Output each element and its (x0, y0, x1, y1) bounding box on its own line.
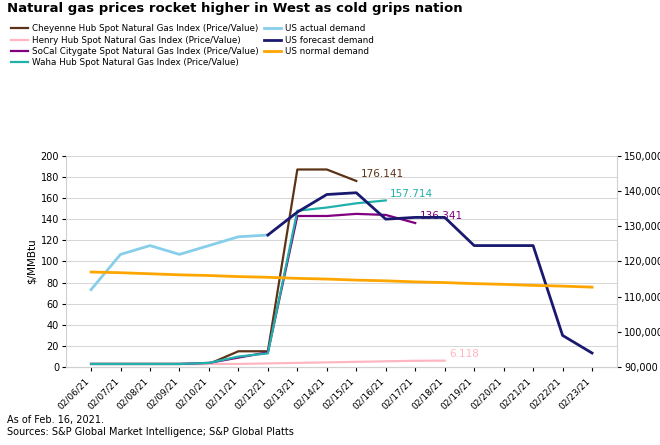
US forecast demand (529, 243, 537, 248)
Waha Hub Spot Natural Gas Index (Price/Value) (234, 354, 242, 359)
US normal demand (146, 271, 154, 276)
Waha Hub Spot Natural Gas Index (Price/Value) (117, 361, 125, 367)
Henry Hub Spot Natural Gas Index (Price/Value) (323, 360, 331, 365)
SoCal Citygate Spot Natural Gas Index (Price/Value) (176, 361, 183, 367)
SoCal Citygate Spot Natural Gas Index (Price/Value) (294, 213, 302, 218)
Waha Hub Spot Natural Gas Index (Price/Value) (381, 198, 389, 203)
SoCal Citygate Spot Natural Gas Index (Price/Value) (146, 361, 154, 367)
US normal demand (500, 282, 508, 287)
Line: US actual demand: US actual demand (91, 235, 268, 290)
US actual demand (176, 252, 183, 257)
US forecast demand (294, 210, 302, 215)
Henry Hub Spot Natural Gas Index (Price/Value) (411, 358, 419, 364)
Text: Sources: S&P Global Market Intelligence; S&P Global Platts: Sources: S&P Global Market Intelligence;… (7, 427, 294, 437)
US normal demand (294, 275, 302, 281)
SoCal Citygate Spot Natural Gas Index (Price/Value) (117, 361, 125, 367)
US normal demand (411, 279, 419, 284)
US normal demand (205, 273, 213, 278)
US normal demand (381, 278, 389, 283)
Line: US normal demand: US normal demand (91, 272, 592, 287)
Text: As of Feb. 16, 2021.: As of Feb. 16, 2021. (7, 415, 104, 425)
Text: 6.118: 6.118 (449, 349, 479, 359)
Henry Hub Spot Natural Gas Index (Price/Value) (205, 361, 213, 367)
Henry Hub Spot Natural Gas Index (Price/Value) (176, 361, 183, 367)
SoCal Citygate Spot Natural Gas Index (Price/Value) (411, 220, 419, 226)
Cheyenne Hub Spot Natural Gas Index (Price/Value) (205, 361, 213, 367)
Line: SoCal Citygate Spot Natural Gas Index (Price/Value): SoCal Citygate Spot Natural Gas Index (P… (91, 214, 415, 364)
Henry Hub Spot Natural Gas Index (Price/Value) (352, 359, 360, 364)
Text: Natural gas prices rocket higher in West as cold grips nation: Natural gas prices rocket higher in West… (7, 2, 462, 15)
SoCal Citygate Spot Natural Gas Index (Price/Value) (352, 211, 360, 217)
Cheyenne Hub Spot Natural Gas Index (Price/Value) (264, 348, 272, 354)
Text: 157.714: 157.714 (390, 189, 434, 199)
Henry Hub Spot Natural Gas Index (Price/Value) (381, 359, 389, 364)
Henry Hub Spot Natural Gas Index (Price/Value) (117, 361, 125, 367)
Text: 136.341: 136.341 (420, 211, 463, 222)
US normal demand (117, 270, 125, 275)
US normal demand (234, 274, 242, 279)
US forecast demand (441, 215, 449, 220)
Henry Hub Spot Natural Gas Index (Price/Value) (441, 358, 449, 363)
US normal demand (176, 272, 183, 278)
US normal demand (470, 281, 478, 286)
US forecast demand (588, 350, 596, 356)
Line: US forecast demand: US forecast demand (268, 193, 592, 353)
Waha Hub Spot Natural Gas Index (Price/Value) (323, 205, 331, 210)
SoCal Citygate Spot Natural Gas Index (Price/Value) (205, 360, 213, 365)
Henry Hub Spot Natural Gas Index (Price/Value) (264, 361, 272, 366)
US normal demand (441, 280, 449, 285)
US forecast demand (323, 192, 331, 197)
SoCal Citygate Spot Natural Gas Index (Price/Value) (381, 212, 389, 218)
SoCal Citygate Spot Natural Gas Index (Price/Value) (264, 350, 272, 355)
Cheyenne Hub Spot Natural Gas Index (Price/Value) (87, 361, 95, 367)
US normal demand (529, 283, 537, 288)
US actual demand (264, 232, 272, 238)
SoCal Citygate Spot Natural Gas Index (Price/Value) (323, 213, 331, 218)
US normal demand (588, 284, 596, 290)
Waha Hub Spot Natural Gas Index (Price/Value) (294, 208, 302, 214)
Cheyenne Hub Spot Natural Gas Index (Price/Value) (323, 167, 331, 172)
Henry Hub Spot Natural Gas Index (Price/Value) (87, 361, 95, 367)
US forecast demand (411, 215, 419, 220)
Waha Hub Spot Natural Gas Index (Price/Value) (176, 361, 183, 367)
US normal demand (87, 269, 95, 275)
US actual demand (146, 243, 154, 248)
US normal demand (323, 276, 331, 282)
Waha Hub Spot Natural Gas Index (Price/Value) (205, 360, 213, 365)
US actual demand (117, 252, 125, 257)
US normal demand (558, 283, 566, 289)
Henry Hub Spot Natural Gas Index (Price/Value) (294, 360, 302, 365)
US forecast demand (500, 243, 508, 248)
US forecast demand (264, 232, 272, 238)
Cheyenne Hub Spot Natural Gas Index (Price/Value) (117, 361, 125, 367)
US actual demand (205, 243, 213, 248)
Waha Hub Spot Natural Gas Index (Price/Value) (264, 351, 272, 356)
Y-axis label: $/MMBtu: $/MMBtu (26, 239, 36, 284)
US actual demand (87, 287, 95, 292)
Waha Hub Spot Natural Gas Index (Price/Value) (146, 361, 154, 367)
US normal demand (352, 277, 360, 283)
Henry Hub Spot Natural Gas Index (Price/Value) (234, 361, 242, 367)
Line: Henry Hub Spot Natural Gas Index (Price/Value): Henry Hub Spot Natural Gas Index (Price/… (91, 360, 445, 364)
SoCal Citygate Spot Natural Gas Index (Price/Value) (234, 355, 242, 360)
US forecast demand (381, 216, 389, 222)
SoCal Citygate Spot Natural Gas Index (Price/Value) (87, 361, 95, 367)
Cheyenne Hub Spot Natural Gas Index (Price/Value) (146, 361, 154, 367)
Cheyenne Hub Spot Natural Gas Index (Price/Value) (294, 167, 302, 172)
Line: Cheyenne Hub Spot Natural Gas Index (Price/Value): Cheyenne Hub Spot Natural Gas Index (Pri… (91, 170, 356, 364)
Cheyenne Hub Spot Natural Gas Index (Price/Value) (176, 361, 183, 367)
Waha Hub Spot Natural Gas Index (Price/Value) (87, 361, 95, 367)
Cheyenne Hub Spot Natural Gas Index (Price/Value) (352, 178, 360, 184)
Henry Hub Spot Natural Gas Index (Price/Value) (146, 361, 154, 367)
Waha Hub Spot Natural Gas Index (Price/Value) (352, 201, 360, 206)
Line: Waha Hub Spot Natural Gas Index (Price/Value): Waha Hub Spot Natural Gas Index (Price/V… (91, 200, 385, 364)
Cheyenne Hub Spot Natural Gas Index (Price/Value) (234, 348, 242, 354)
US actual demand (234, 234, 242, 239)
Legend: Cheyenne Hub Spot Natural Gas Index (Price/Value), Henry Hub Spot Natural Gas In: Cheyenne Hub Spot Natural Gas Index (Pri… (11, 24, 374, 67)
US forecast demand (470, 243, 478, 248)
Text: 176.141: 176.141 (361, 170, 404, 179)
US forecast demand (352, 190, 360, 195)
US forecast demand (558, 333, 566, 338)
US normal demand (264, 275, 272, 280)
